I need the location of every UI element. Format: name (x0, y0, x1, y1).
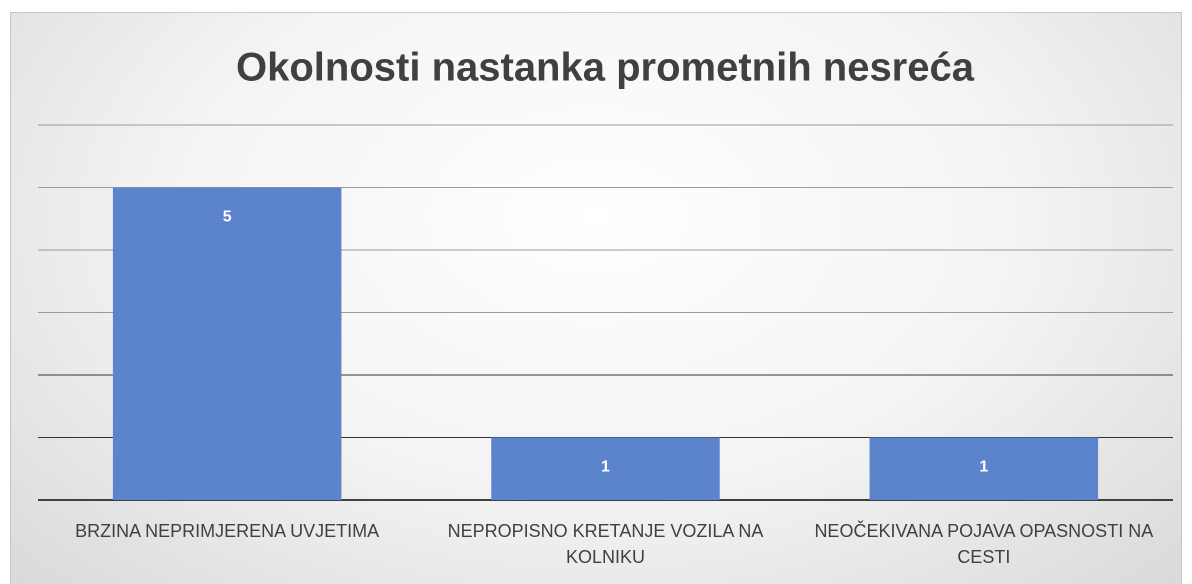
bar (112, 187, 342, 500)
data-label: 5 (223, 209, 232, 226)
bar (491, 437, 720, 500)
x-tick-label: NEOČEKIVANA POJAVA OPASNOSTI NA CESTI (814, 521, 1154, 567)
bar (869, 437, 1099, 500)
data-label: 1 (601, 459, 610, 476)
chart-title: Okolnosti nastanka prometnih nesreća (236, 46, 975, 90)
data-label: 1 (979, 459, 988, 476)
x-tick-label: BRZINA NEPRIMJERENA UVJETIMA (75, 521, 380, 541)
x-tick-label: NEPROPISNO KRETANJE VOZILA NA KOLNIKU (447, 521, 764, 567)
